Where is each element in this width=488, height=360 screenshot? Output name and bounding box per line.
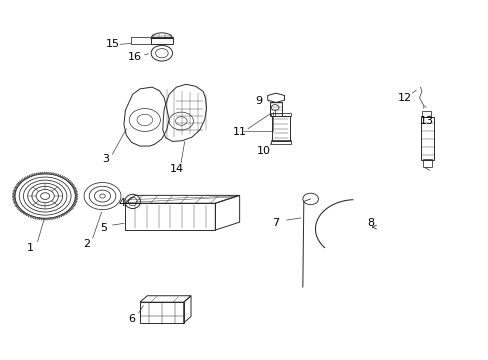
Text: 1: 1: [27, 243, 34, 253]
Text: 16: 16: [128, 52, 142, 62]
Text: 12: 12: [397, 93, 411, 103]
Text: 15: 15: [106, 39, 120, 49]
Text: 10: 10: [256, 147, 270, 157]
Bar: [270, 102, 282, 116]
Text: 9: 9: [255, 96, 262, 107]
Bar: [270, 140, 290, 144]
Text: 14: 14: [169, 164, 183, 174]
Text: 5: 5: [100, 223, 107, 233]
Bar: [140, 302, 183, 323]
Text: 7: 7: [272, 218, 279, 228]
Text: 4: 4: [118, 198, 125, 208]
Bar: [420, 117, 433, 160]
Text: 2: 2: [83, 239, 90, 249]
Text: 8: 8: [366, 218, 374, 228]
Bar: [272, 116, 289, 141]
Bar: [151, 37, 172, 44]
Text: 6: 6: [128, 314, 135, 324]
Text: 11: 11: [232, 127, 246, 137]
Bar: [422, 159, 431, 167]
Text: 13: 13: [419, 116, 433, 126]
Text: 3: 3: [102, 154, 109, 163]
Bar: [422, 111, 430, 117]
Bar: [270, 113, 290, 116]
